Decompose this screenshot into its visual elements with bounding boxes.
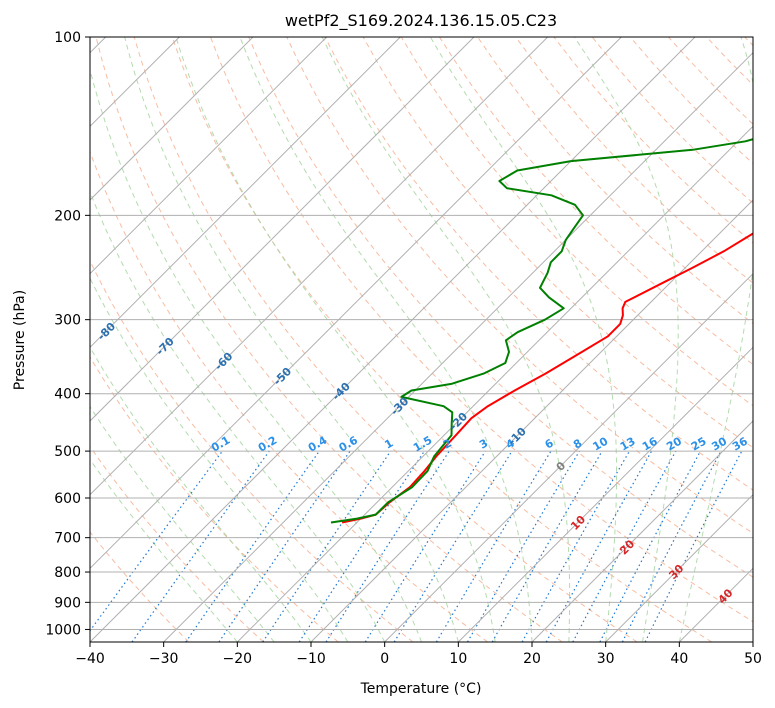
y-tick-label: 400: [54, 387, 81, 403]
dry-adiabat: [171, 37, 712, 642]
mixing-ratio-line: [466, 450, 580, 642]
dry-adiabat: [133, 37, 638, 642]
dry-adiabat: [438, 37, 753, 366]
moist-adiabat: [90, 405, 275, 642]
moist-adiabat: [90, 190, 386, 642]
isotherm: [457, 346, 753, 642]
background-lines: [90, 37, 753, 642]
y-tick-label: 700: [54, 531, 81, 547]
x-tick-label: −20: [223, 651, 253, 667]
x-tick-label: 10: [449, 651, 467, 667]
mixing-ratio-line: [185, 450, 320, 642]
mixing-ratio-line: [435, 450, 552, 642]
x-tick-label: −10: [296, 651, 326, 667]
x-tick-label: 50: [744, 651, 762, 667]
moist-adiabat: [90, 276, 349, 642]
moist-adiabat: [90, 458, 238, 642]
mixing-ratio-line: [298, 450, 425, 642]
y-tick-label: 300: [54, 313, 81, 329]
isotherm: [90, 37, 696, 642]
isotherm: [236, 125, 753, 642]
profile-lines: [330, 138, 753, 524]
isotherm: [90, 37, 254, 201]
dry-adiabat: [210, 37, 753, 623]
isotherm: [384, 272, 753, 642]
x-tick-label: 30: [597, 651, 615, 667]
mixing-ratio-line: [262, 450, 392, 642]
mixing-ratio-line: [218, 450, 351, 642]
profile-line: [330, 138, 753, 524]
isotherm: [90, 37, 475, 422]
moist-adiabat: [321, 37, 571, 642]
x-tick-label: −40: [75, 651, 105, 667]
x-axis-ticks: −40 −30 −20 −10 0 10 20 30 40 50: [75, 642, 762, 667]
x-tick-label: 0: [380, 651, 389, 667]
isotherm: [163, 51, 753, 642]
moist-adiabat: [124, 37, 459, 642]
dry-adiabat: [90, 531, 190, 642]
mixing-ratio-line: [325, 450, 450, 642]
isotherm: [90, 37, 549, 496]
x-axis-label: Temperature (°C): [360, 681, 482, 697]
y-tick-label: 200: [54, 208, 81, 224]
dry-adiabat: [248, 37, 753, 578]
mixing-ratio-line: [599, 450, 702, 642]
dry-adiabat: [95, 37, 563, 642]
isotherm: [90, 37, 401, 349]
dry-adiabat: [515, 37, 753, 284]
moist-adiabat: [175, 37, 496, 642]
moist-adiabat: [239, 37, 533, 642]
y-tick-label: 500: [54, 444, 81, 460]
isotherm: [605, 493, 753, 642]
y-tick-label: 600: [54, 491, 81, 507]
isotherm: [90, 37, 328, 275]
y-axis-label: Pressure (hPa): [12, 290, 28, 390]
x-tick-label: 20: [523, 651, 541, 667]
y-tick-label: 900: [54, 595, 81, 611]
isotherm: [531, 420, 753, 642]
isotherm: [310, 199, 753, 642]
dry-adiabat: [90, 150, 488, 642]
y-tick-label: 800: [54, 565, 81, 581]
x-tick-label: −30: [149, 651, 179, 667]
moist-adiabat: [573, 37, 679, 642]
y-axis-ticks: 100 200 300 400 500 600 700 800 900 1000: [45, 30, 90, 638]
chart-title: wetPf2_S169.2024.136.15.05.C23: [285, 11, 557, 31]
x-tick-label: 40: [670, 651, 688, 667]
mixing-ratio-line: [364, 450, 486, 642]
moist-adiabat: [90, 346, 312, 642]
isotherm: [90, 37, 622, 570]
y-tick-label: 1000: [45, 622, 81, 638]
pressure-grid: [90, 37, 753, 630]
dry-adiabat: [400, 37, 753, 407]
moist-adiabat: [90, 67, 422, 642]
profile-line: [341, 232, 753, 524]
mixing-ratio-line: [572, 450, 677, 642]
dry-adiabat: [90, 445, 264, 642]
y-tick-label: 100: [54, 30, 81, 46]
plot-frame: [89, 36, 754, 643]
moist-adiabat: [429, 37, 617, 642]
